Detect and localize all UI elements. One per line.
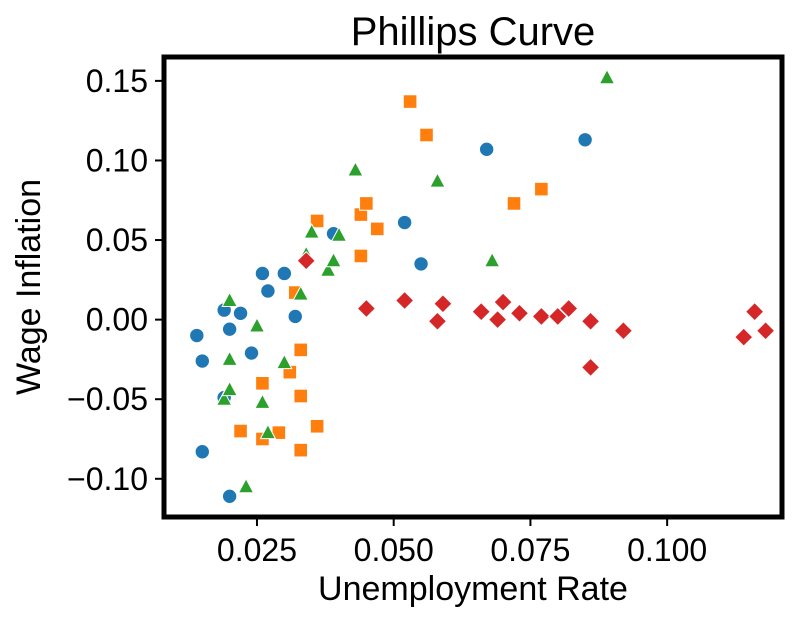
data-point-triangle — [237, 477, 255, 494]
data-point-square — [506, 196, 522, 211]
data-point-square — [534, 181, 549, 197]
data-point-triangle — [330, 226, 348, 242]
data-point-triangle — [598, 68, 616, 85]
data-point-diamond — [744, 301, 765, 322]
series-1-square — [233, 94, 549, 458]
x-axis-ticks: 0.025 0.050 0.075 0.100 — [217, 517, 707, 568]
data-point-diamond — [531, 306, 552, 327]
data-point-diamond — [493, 292, 513, 312]
data-point-triangle — [303, 223, 320, 239]
data-point-circle — [396, 214, 413, 231]
data-point-circle — [232, 305, 249, 321]
data-point-square — [309, 418, 325, 434]
data-point-circle — [577, 132, 593, 148]
data-point-diamond — [613, 321, 634, 341]
data-point-diamond — [356, 298, 377, 319]
y-tick-label: 0.15 — [86, 63, 148, 99]
data-point-circle — [260, 283, 276, 299]
y-axis-ticks: −0.10 −0.05 0.00 0.05 0.10 0.15 — [67, 63, 164, 497]
data-point-circle — [413, 256, 429, 272]
data-point-diamond — [580, 311, 601, 331]
y-tick-label: −0.10 — [67, 461, 148, 497]
data-point-triangle — [275, 353, 293, 370]
x-tick-label: 0.025 — [217, 532, 297, 568]
data-point-triangle — [215, 390, 233, 406]
series-0-circle — [189, 132, 593, 505]
series-2-triangle — [215, 68, 616, 494]
data-point-circle — [194, 444, 210, 460]
data-point-square — [293, 388, 309, 404]
chart-title: Phillips Curve — [351, 10, 596, 54]
x-tick-label: 0.100 — [627, 532, 707, 568]
data-point-circle — [221, 321, 238, 337]
plot-frame — [161, 54, 785, 520]
data-point-square — [233, 423, 248, 439]
data-point-square — [402, 94, 418, 109]
data-point-diamond — [471, 301, 491, 322]
x-axis-label: Unemployment Rate — [318, 570, 628, 608]
data-point-triangle — [429, 172, 446, 188]
data-point-circle — [276, 265, 293, 282]
data-point-triangle — [221, 291, 238, 308]
data-point-circle — [221, 488, 238, 505]
y-tick-label: 0.05 — [86, 222, 148, 258]
y-tick-label: −0.05 — [67, 381, 148, 417]
data-point-diamond — [734, 327, 754, 347]
data-point-diamond — [487, 309, 508, 330]
data-point-circle — [287, 308, 303, 325]
data-point-diamond — [580, 357, 601, 378]
data-point-circle — [243, 345, 260, 361]
data-point-square — [293, 442, 309, 458]
data-point-square — [419, 127, 434, 143]
data-point-diamond — [394, 290, 415, 311]
data-point-square — [255, 375, 270, 391]
data-point-diamond — [296, 251, 316, 271]
data-point-triangle — [347, 160, 364, 177]
data-point-triangle — [483, 251, 501, 268]
data-point-square — [359, 196, 374, 211]
data-point-triangle — [221, 380, 238, 397]
data-point-triangle — [319, 261, 337, 277]
data-point-triangle — [248, 316, 266, 333]
data-point-square — [353, 248, 369, 264]
data-point-triangle — [292, 285, 310, 301]
data-point-triangle — [325, 251, 342, 268]
data-point-diamond — [433, 294, 453, 314]
y-axis-label: Wage Inflation — [10, 179, 48, 395]
data-point-diamond — [548, 306, 568, 327]
data-point-diamond — [559, 298, 579, 319]
data-point-circle — [194, 353, 210, 369]
data-point-triangle — [221, 350, 238, 366]
x-tick-label: 0.075 — [490, 532, 570, 568]
y-tick-label: 0.10 — [86, 142, 148, 178]
data-point-circle — [254, 265, 271, 282]
data-point-diamond — [755, 321, 776, 341]
x-tick-label: 0.050 — [354, 532, 434, 568]
data-point-circle — [478, 141, 495, 158]
data-point-triangle — [254, 393, 271, 409]
data-point-square — [369, 221, 385, 237]
data-point-triangle — [259, 423, 277, 440]
data-point-circle — [189, 327, 205, 344]
data-point-square — [293, 342, 309, 358]
data-marks — [189, 68, 776, 505]
data-point-square — [309, 213, 325, 229]
y-tick-label: 0.00 — [86, 302, 148, 338]
data-point-diamond — [427, 311, 448, 331]
data-point-diamond — [509, 303, 530, 323]
series-3-diamond — [296, 251, 776, 378]
